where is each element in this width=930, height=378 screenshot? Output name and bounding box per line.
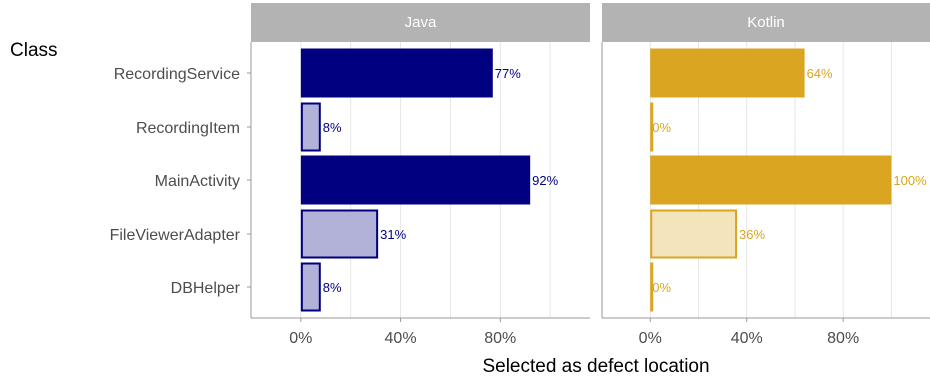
bar-java-mainactivity xyxy=(300,155,531,205)
bar-label-kotlin-filevieweradapter: 36% xyxy=(739,227,765,242)
y-axis-title: Class xyxy=(10,40,58,61)
bar-kotlin-recordingservice xyxy=(650,48,805,98)
bar-java-dbhelper xyxy=(300,262,321,312)
bar-java-recordingservice xyxy=(300,48,493,98)
bar-label-java-mainactivity: 92% xyxy=(532,173,558,188)
bar-kotlin-filevieweradapter xyxy=(650,209,738,259)
bar-java-recordingitem xyxy=(300,102,321,152)
category-label-recordingservice: RecordingService xyxy=(114,66,240,83)
bar-label-java-recordingitem: 8% xyxy=(323,120,342,135)
x-tick-label: 0% xyxy=(639,330,662,347)
x-tick-label: 40% xyxy=(731,330,763,347)
bar-label-kotlin-mainactivity: 100% xyxy=(893,173,927,188)
x-tick-label: 0% xyxy=(289,330,312,347)
bar-label-kotlin-recordingservice: 64% xyxy=(807,66,833,81)
category-label-mainactivity: MainActivity xyxy=(155,173,240,190)
facet-strip-java xyxy=(251,3,590,42)
bar-label-java-recordingservice: 77% xyxy=(495,66,521,81)
x-tick-label: 80% xyxy=(827,330,859,347)
category-label-dbhelper: DBHelper xyxy=(171,280,241,297)
bar-label-java-dbhelper: 8% xyxy=(323,280,342,295)
bar-label-kotlin-dbhelper: 0% xyxy=(652,280,671,295)
bar-kotlin-mainactivity xyxy=(650,155,892,205)
bar-kotlin-recordingitem xyxy=(650,102,654,152)
facet-strip-kotlin xyxy=(602,3,930,42)
bar-kotlin-dbhelper xyxy=(650,262,654,312)
category-label-recordingitem: RecordingItem xyxy=(136,120,240,137)
bar-label-java-filevieweradapter: 31% xyxy=(380,227,406,242)
category-label-filevieweradapter: FileViewerAdapter xyxy=(110,227,241,244)
bar-label-kotlin-recordingitem: 0% xyxy=(652,120,671,135)
x-tick-label: 80% xyxy=(484,330,516,347)
x-tick-label: 40% xyxy=(385,330,417,347)
facet-label-java: Java xyxy=(405,14,437,31)
facet-label-kotlin: Kotlin xyxy=(747,14,785,31)
bar-java-filevieweradapter xyxy=(300,209,379,259)
x-axis-title: Selected as defect location xyxy=(482,356,709,377)
